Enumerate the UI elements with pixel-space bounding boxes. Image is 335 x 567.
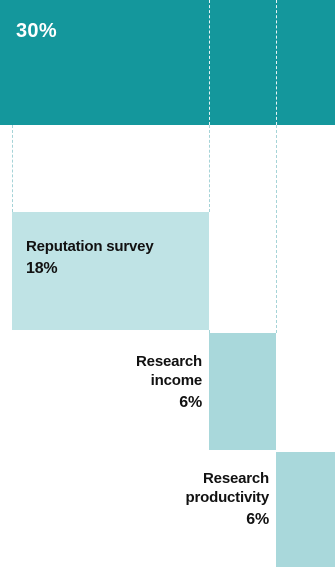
guide-line-3 bbox=[12, 125, 13, 212]
guide-line-6 bbox=[209, 330, 210, 333]
guide-line-1 bbox=[209, 0, 210, 125]
segment-label-research-income: Research income 6% bbox=[100, 352, 202, 412]
segment-percent-research-productivity: 6% bbox=[246, 511, 269, 528]
segment-percent-reputation-survey: 18% bbox=[26, 260, 58, 277]
segment-percent-research-income: 6% bbox=[179, 394, 202, 411]
segment-bar-reputation-survey bbox=[12, 212, 209, 330]
guide-line-5 bbox=[276, 125, 277, 333]
segment-label-research-productivity: Research productivity 6% bbox=[130, 469, 270, 529]
segment-name-research-income: Research income bbox=[136, 353, 202, 389]
segment-bar-research-productivity bbox=[276, 452, 335, 567]
segment-name-research-productivity: Research productivity bbox=[185, 470, 270, 506]
segment-top-percent: 30% bbox=[16, 20, 57, 42]
segment-label-reputation-survey: Reputation survey 18% bbox=[26, 237, 166, 278]
segment-bar-top bbox=[0, 0, 335, 125]
guide-line-2 bbox=[276, 0, 277, 125]
guide-line-4 bbox=[209, 125, 210, 212]
segment-name-reputation-survey: Reputation survey bbox=[26, 238, 154, 255]
segment-bar-research-income bbox=[209, 333, 276, 450]
